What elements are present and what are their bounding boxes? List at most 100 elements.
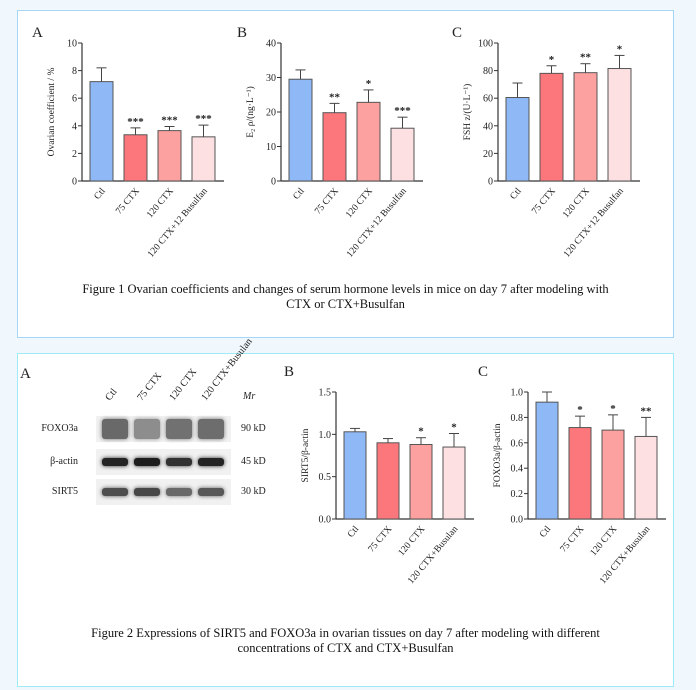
y-axis-label: SIRT5/β-actin (301, 428, 311, 482)
blot-band (102, 419, 128, 439)
x-tick-label: Ctl (292, 186, 307, 202)
x-tick-label: 120 CTX (344, 186, 375, 220)
x-tick-label: 75 CTX (530, 186, 558, 216)
y-tick-label: 2 (72, 149, 77, 160)
blot-band (134, 488, 160, 496)
significance-marker: ** (641, 405, 653, 417)
x-tick-label: Ctl (538, 524, 553, 540)
blot-band (102, 488, 128, 496)
figure-1-caption-line-1: Figure 1 Ovarian coefficients and change… (82, 282, 609, 296)
blot-mw-label: 45 kD (241, 456, 266, 467)
bar (539, 72, 564, 182)
y-tick-label: 1.0 (511, 388, 524, 399)
y-tick-label: 1.5 (319, 388, 332, 399)
y-tick-label: 1.0 (319, 430, 332, 441)
bar (157, 130, 182, 182)
x-tick-label: Ctl (346, 524, 361, 540)
chart-sirt5-ratio: B 0.0 0.5 1.0 1.5 SIRT5/β-actin Ctl 75 CTX * 120 … (284, 364, 474, 586)
bar (535, 401, 559, 520)
x-tick-label: 75 CTX (114, 186, 142, 216)
bar (322, 112, 347, 182)
blot-protein-label: FOXO3a (41, 423, 78, 434)
y-tick-label: 100 (478, 39, 493, 50)
blot-band (198, 458, 224, 466)
y-tick-label: 40 (266, 39, 276, 50)
y-tick-label: 0.8 (511, 413, 524, 424)
bar (288, 78, 313, 182)
significance-marker: ** (329, 91, 341, 103)
y-tick-label: 0 (72, 177, 77, 188)
panel-letter: B (237, 25, 247, 41)
bar (89, 81, 114, 182)
y-tick-label: 60 (483, 94, 493, 105)
significance-marker: * (451, 421, 457, 433)
significance-marker: * (577, 404, 583, 416)
significance-marker: ** (580, 52, 592, 64)
bar (601, 429, 625, 520)
mr-label: Mr (243, 391, 256, 402)
bar (568, 427, 592, 520)
blot-band (198, 419, 224, 439)
x-tick-label: 120 CTX+12 Busulfan (561, 186, 626, 260)
x-tick-label: 75 CTX (367, 524, 395, 554)
significance-marker: * (418, 426, 424, 438)
panel-letter: A (32, 25, 43, 41)
bar (343, 431, 367, 520)
panel-letter: C (478, 364, 488, 380)
chart-ovarian-coefficient: A 0 2 4 6 8 10 Ovarian coefficient / % Ctl *** 75 … (32, 25, 224, 260)
x-tick-label: 120 CTX (561, 186, 592, 220)
y-tick-label: 0.6 (511, 438, 524, 449)
y-tick-label: 20 (483, 149, 493, 160)
figure-1-caption-line-2: CTX or CTX+Busulfan (286, 297, 405, 311)
bar (409, 443, 433, 520)
significance-marker: *** (394, 105, 411, 117)
significance-marker: * (617, 43, 623, 55)
y-tick-label: 0 (271, 177, 276, 188)
significance-marker: * (366, 78, 372, 90)
bar (390, 127, 415, 182)
blot-mw-label: 90 kD (241, 423, 266, 434)
x-tick-label: 120 CTX (589, 524, 620, 558)
y-tick-label: 0.5 (319, 472, 332, 483)
bar (634, 435, 658, 520)
panel-letter-a: A (20, 366, 31, 382)
blot-band (134, 419, 160, 439)
blot-lane-label: Ctl (103, 386, 120, 403)
y-tick-label: 0.4 (511, 464, 524, 475)
x-tick-label: 75 CTX (313, 186, 341, 216)
blot-lane-label: 75 CTX (135, 370, 165, 403)
x-tick-label: Ctl (93, 186, 108, 202)
y-axis-label: Ovarian coefficient / % (46, 68, 57, 157)
bar (505, 97, 530, 182)
y-tick-label: 30 (266, 73, 276, 84)
y-tick-label: 6 (72, 94, 77, 105)
blot-band (166, 458, 192, 466)
chart-fsh-level: C 0 20 40 60 80 100 FSH z/(U·L⁻¹) Ctl * 75 CTX ** 12… (452, 25, 640, 260)
x-tick-label: Ctl (509, 186, 524, 202)
y-tick-label: 10 (266, 142, 276, 153)
blot-band (166, 419, 192, 439)
figure-2-caption-line-2: concentrations of CTX and CTX+Busulfan (237, 641, 454, 655)
blot-band (198, 488, 224, 496)
bar (376, 442, 400, 520)
y-tick-label: 10 (67, 39, 77, 50)
blot-band (134, 458, 160, 466)
bar (442, 446, 466, 520)
significance-marker: *** (195, 113, 212, 125)
significance-marker: * (610, 403, 616, 415)
x-tick-label: 120 CTX+12 Busulfan (344, 186, 409, 260)
chart-e2-level: B 0 10 20 30 40 E₂ ρ/(ng·L⁻¹) Ctl ** 75 CTX * 120 C… (237, 25, 423, 260)
x-tick-label: 75 CTX (559, 524, 587, 554)
blot-protein-label: β-actin (50, 456, 78, 467)
bar (573, 72, 598, 182)
significance-marker: * (549, 54, 555, 66)
figure-2-caption-line-1: Figure 2 Expressions of SIRT5 and FOXO3a… (91, 626, 600, 640)
y-tick-label: 0.0 (511, 515, 524, 526)
blot-lane-label: 120 CTX (167, 366, 200, 403)
y-tick-label: 0.0 (319, 515, 332, 526)
y-axis-label: FOXO3a/β-actin (493, 423, 503, 487)
y-tick-label: 4 (72, 121, 77, 132)
blot-protein-label: SIRT5 (51, 486, 78, 497)
x-tick-label: 120 CTX (397, 524, 428, 558)
blot-band (166, 488, 192, 496)
